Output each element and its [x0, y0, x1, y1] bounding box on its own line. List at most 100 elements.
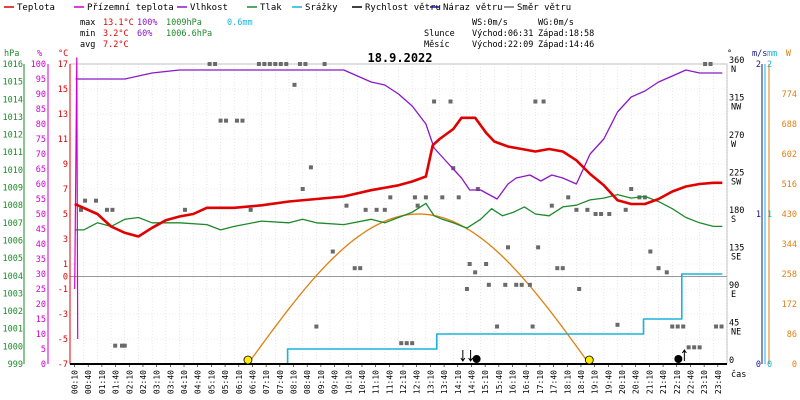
wind-dir-point [708, 62, 713, 66]
wind-dir-point [440, 195, 445, 200]
x-tick-label: 07:10 [262, 370, 271, 394]
wind-dir-point [692, 345, 697, 350]
humidity-tick: 35 [36, 255, 46, 265]
wind-dir-point [549, 203, 554, 208]
sun-info-label: Slunce [424, 29, 455, 39]
wind-dir-tick: 360 [729, 56, 744, 66]
wind-dir-label: S [731, 215, 736, 225]
wind-dir-tick: 0 [729, 356, 734, 366]
wind-dir-point [278, 62, 283, 66]
wind-dir-point [256, 62, 261, 66]
x-tick-label: 22:40 [686, 370, 695, 394]
pressure-tick: 1008 [3, 201, 23, 211]
wind-dir-point [122, 343, 127, 348]
wind-dir-point [681, 324, 686, 329]
wind-dir-point [541, 99, 546, 104]
wind-dir-point [300, 187, 305, 191]
solar-tick: 0 [792, 360, 797, 370]
x-tick-label: 15:10 [481, 370, 490, 394]
wind-dir-point [574, 207, 579, 212]
moon-set-info: Západ:14:46 [538, 40, 594, 50]
solar-tick: 172 [782, 300, 797, 310]
wind-speed-tick: 1 [756, 210, 761, 220]
x-tick-label: 02:40 [139, 370, 148, 394]
solar-tick: 344 [782, 240, 797, 250]
wind-dir-point [94, 198, 99, 203]
x-tick-label: 17:40 [550, 370, 559, 394]
stat-avg-temp: 7.2°C [103, 40, 129, 50]
wind-dir-point [456, 195, 461, 200]
moon-marker-icon [472, 355, 481, 363]
humidity-tick: 5 [41, 345, 46, 355]
precip-tick: 0 [767, 360, 772, 370]
wind-dir-point [404, 341, 409, 346]
solar-tick: 430 [782, 210, 797, 220]
precip-unit: mm [767, 49, 777, 59]
wind-dir-tick: 180 [729, 206, 744, 216]
x-tick-label: 22:10 [673, 370, 682, 394]
wind-dir-point [527, 282, 532, 287]
wind-dir-point [182, 207, 187, 212]
wind-dir-point [686, 345, 691, 350]
dewpoint-line [74, 57, 79, 340]
wind-dir-point [467, 262, 472, 266]
x-tick-label: 06:40 [248, 370, 257, 394]
pressure-tick: 1007 [3, 219, 23, 229]
temperature-tick: 11 [58, 135, 68, 145]
x-tick-label: 14:10 [454, 370, 463, 394]
wind-dir-point [585, 207, 590, 212]
pressure-tick: 999 [8, 360, 23, 370]
moon-marker-icon [674, 355, 683, 363]
temperature-tick: -3 [58, 310, 68, 320]
pressure-tick: 1011 [3, 148, 23, 158]
wind-dir-point [330, 249, 335, 254]
x-tick-label: 00:10 [71, 370, 80, 394]
wind-dir-tick: 225 [729, 169, 744, 179]
x-tick-label: 09:40 [331, 370, 340, 394]
humidity-tick: 90 [36, 90, 46, 100]
wind-dir-point [475, 187, 480, 191]
wind-dir-point [273, 62, 278, 66]
wind-dir-point [670, 324, 675, 329]
wind-dir-tick: 315 [729, 94, 744, 104]
wind-dir-point [703, 62, 708, 66]
x-tick-label: 05:40 [221, 370, 230, 394]
x-tick-label: 19:40 [604, 370, 613, 394]
stat-avg-label: avg [80, 40, 95, 50]
pressure-axis-unit: hPa [4, 49, 19, 59]
x-tick-label: 04:40 [194, 370, 203, 394]
stat-max-precip: 0.6mm [227, 18, 253, 28]
x-tick-label: 06:10 [235, 370, 244, 394]
x-tick-label: 14:40 [467, 370, 476, 394]
legend-label-wind_gust: Náraz větru [443, 3, 503, 13]
wind-dir-point [506, 245, 510, 250]
wind-dir-label: SE [731, 253, 741, 263]
wind-gust-info: WG:0m/s [538, 18, 574, 28]
moon-arrow-icon [681, 349, 687, 361]
wind-dir-point [697, 345, 702, 350]
wind-dir-point [213, 62, 218, 66]
humidity-tick: 45 [36, 225, 46, 235]
wind-dir-point [292, 82, 297, 87]
sun-rise-info: Východ:06:31 [472, 29, 533, 39]
wind-dir-point [599, 212, 604, 216]
pressure-tick: 1013 [3, 113, 23, 123]
wind-dir-point [448, 99, 453, 104]
temperature-tick: -5 [58, 335, 68, 345]
wind-dir-point [303, 62, 308, 66]
wind-dir-point [664, 270, 669, 275]
humidity-tick: 75 [36, 135, 46, 145]
temperature-tick: -1 [58, 285, 68, 295]
legend-label-wind_speed: Rychlost větru [365, 3, 441, 13]
wind-dir-point [719, 324, 724, 329]
humidity-tick: 60 [36, 180, 46, 190]
wind-dir-label: NW [731, 103, 742, 113]
humidity-tick: 80 [36, 120, 46, 130]
stat-min-hum: 60% [137, 29, 152, 39]
temperature-tick: 5 [63, 210, 68, 220]
humidity-tick: 40 [36, 240, 46, 250]
wind-dir-label: N [731, 65, 736, 75]
wind-dir-point [623, 207, 628, 212]
x-tick-label: 07:40 [276, 370, 285, 394]
pressure-tick: 1012 [3, 131, 23, 141]
